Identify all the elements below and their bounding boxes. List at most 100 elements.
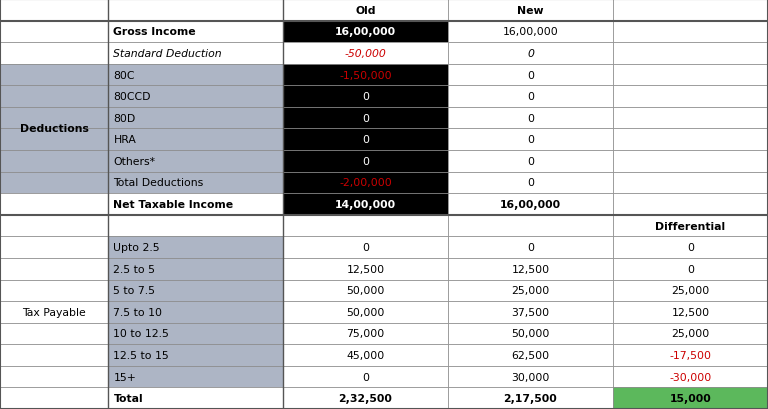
Bar <box>448 129 613 151</box>
Bar <box>283 258 448 280</box>
Bar <box>283 344 448 366</box>
Bar <box>0 258 108 280</box>
Text: 0: 0 <box>362 135 369 145</box>
Text: 12,500: 12,500 <box>671 307 710 317</box>
Text: 0: 0 <box>527 70 534 80</box>
Bar <box>613 280 768 301</box>
Text: New: New <box>518 6 544 16</box>
Bar <box>283 0 448 22</box>
Bar <box>0 86 108 108</box>
Bar <box>613 301 768 323</box>
Text: Old: Old <box>356 6 376 16</box>
Text: 0: 0 <box>527 113 534 124</box>
Bar <box>448 22 613 43</box>
Bar <box>448 0 613 22</box>
Text: 0: 0 <box>687 264 694 274</box>
Bar <box>613 22 768 43</box>
Bar <box>283 22 448 43</box>
Text: 50,000: 50,000 <box>346 285 385 296</box>
Text: Upto 2.5: Upto 2.5 <box>114 243 160 252</box>
Bar <box>283 151 448 172</box>
Bar <box>0 22 108 43</box>
Bar <box>283 172 448 194</box>
Bar <box>0 237 108 258</box>
Bar <box>448 43 613 65</box>
Bar <box>108 151 283 172</box>
Bar <box>613 366 768 387</box>
Text: HRA: HRA <box>114 135 136 145</box>
Text: 0: 0 <box>362 157 369 166</box>
Bar <box>448 258 613 280</box>
Text: 16,00,000: 16,00,000 <box>500 200 561 209</box>
Bar <box>283 129 448 151</box>
Bar <box>0 194 108 215</box>
Bar <box>0 0 108 22</box>
Bar <box>448 215 613 237</box>
Bar <box>283 108 448 129</box>
Bar <box>108 344 283 366</box>
Bar <box>108 258 283 280</box>
Text: Net Taxable Income: Net Taxable Income <box>114 200 233 209</box>
Bar <box>108 215 283 237</box>
Text: Standard Deduction: Standard Deduction <box>114 49 222 59</box>
Bar <box>0 301 108 323</box>
Bar <box>283 323 448 344</box>
Bar <box>613 172 768 194</box>
Bar <box>108 323 283 344</box>
Text: 0: 0 <box>527 243 534 252</box>
Bar <box>613 215 768 237</box>
Text: 15+: 15+ <box>114 372 136 382</box>
Text: Total: Total <box>114 393 143 403</box>
Bar <box>448 280 613 301</box>
Bar <box>108 301 283 323</box>
Bar <box>283 194 448 215</box>
Bar <box>283 366 448 387</box>
Text: 25,000: 25,000 <box>671 329 710 339</box>
Bar <box>0 280 108 301</box>
Text: Differential: Differential <box>655 221 726 231</box>
Text: 30,000: 30,000 <box>511 372 550 382</box>
Bar <box>448 86 613 108</box>
Text: 12.5 to 15: 12.5 to 15 <box>114 350 169 360</box>
Bar <box>613 43 768 65</box>
Text: 80C: 80C <box>114 70 135 80</box>
Bar <box>0 344 108 366</box>
Text: 16,00,000: 16,00,000 <box>502 27 558 37</box>
Bar <box>108 65 283 86</box>
Bar <box>613 258 768 280</box>
Text: Others*: Others* <box>114 157 155 166</box>
Text: 12,500: 12,500 <box>511 264 550 274</box>
Text: -50,000: -50,000 <box>345 49 386 59</box>
Bar <box>613 86 768 108</box>
Bar <box>448 366 613 387</box>
Text: 0: 0 <box>687 243 694 252</box>
Bar <box>0 151 108 172</box>
Bar <box>448 194 613 215</box>
Bar <box>283 65 448 86</box>
Bar <box>0 323 108 344</box>
Bar <box>108 22 283 43</box>
Text: 0: 0 <box>527 92 534 102</box>
Bar <box>108 387 283 409</box>
Text: 0: 0 <box>362 372 369 382</box>
Text: -30,000: -30,000 <box>670 372 712 382</box>
Bar <box>108 237 283 258</box>
Bar <box>108 366 283 387</box>
Bar <box>108 172 283 194</box>
Bar <box>283 387 448 409</box>
Bar <box>283 86 448 108</box>
Text: 2.5 to 5: 2.5 to 5 <box>114 264 155 274</box>
Text: 16,00,000: 16,00,000 <box>335 27 396 37</box>
Bar <box>108 280 283 301</box>
Text: 62,500: 62,500 <box>511 350 550 360</box>
Text: Gross Income: Gross Income <box>114 27 196 37</box>
Bar <box>0 129 108 151</box>
Text: 2,32,500: 2,32,500 <box>339 393 392 403</box>
Bar <box>108 194 283 215</box>
Text: 2,17,500: 2,17,500 <box>504 393 558 403</box>
Text: -1,50,000: -1,50,000 <box>339 70 392 80</box>
Text: 75,000: 75,000 <box>346 329 385 339</box>
Text: 0: 0 <box>362 243 369 252</box>
Bar <box>448 387 613 409</box>
Text: 0: 0 <box>362 113 369 124</box>
